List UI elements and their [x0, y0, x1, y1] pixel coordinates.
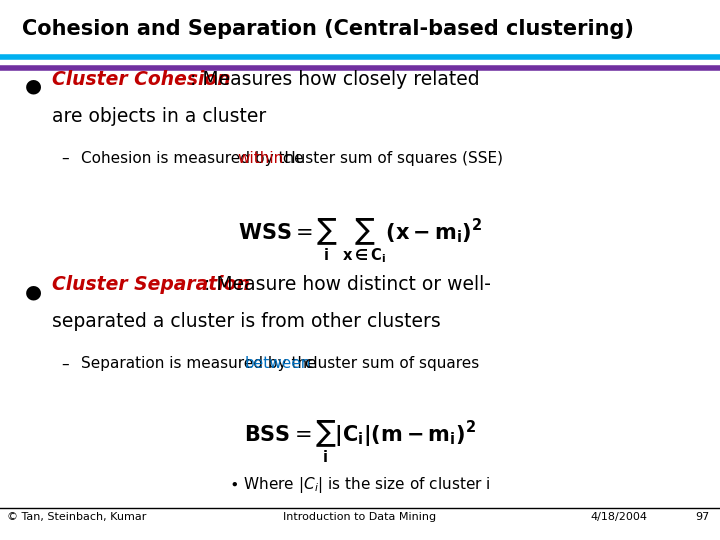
Text: ●: ●	[25, 282, 42, 301]
Text: Cluster Cohesion: Cluster Cohesion	[52, 70, 230, 89]
Text: Separation is measured by the: Separation is measured by the	[81, 356, 321, 372]
Text: : Measures how closely related: : Measures how closely related	[190, 70, 480, 89]
Text: © Tan, Steinbach, Kumar: © Tan, Steinbach, Kumar	[7, 512, 147, 522]
Text: within: within	[238, 151, 284, 166]
Text: ●: ●	[25, 77, 42, 96]
Text: Introduction to Data Mining: Introduction to Data Mining	[284, 512, 436, 522]
Text: Cohesion and Separation (Central-based clustering): Cohesion and Separation (Central-based c…	[22, 19, 634, 39]
Text: –: –	[61, 151, 69, 166]
Text: Cohesion is measured by the: Cohesion is measured by the	[81, 151, 308, 166]
Text: 4/18/2004: 4/18/2004	[590, 512, 647, 522]
Text: : Measure how distinct or well-: : Measure how distinct or well-	[204, 275, 490, 294]
Text: between: between	[245, 356, 311, 372]
Text: cluster sum of squares (SSE): cluster sum of squares (SSE)	[278, 151, 503, 166]
Text: separated a cluster is from other clusters: separated a cluster is from other cluste…	[52, 312, 441, 331]
Text: Cluster Separation: Cluster Separation	[52, 275, 250, 294]
Text: 97: 97	[695, 512, 709, 522]
Text: –: –	[61, 356, 69, 372]
Text: are objects in a cluster: are objects in a cluster	[52, 107, 266, 126]
Text: $\bullet\ \mathrm{Where}\ |C_i|\ \mathrm{is\ the\ size\ of\ cluster\ i}$: $\bullet\ \mathrm{Where}\ |C_i|\ \mathrm…	[229, 475, 491, 495]
Text: cluster sum of squares: cluster sum of squares	[300, 356, 480, 372]
Text: $\mathbf{WSS} = \mathbf{\sum_{i}\ \sum_{x \in C_i}(x - m_i)^2}$: $\mathbf{WSS} = \mathbf{\sum_{i}\ \sum_{…	[238, 216, 482, 265]
Text: $\mathbf{BSS} = \mathbf{\sum_{i}|C_i|(m - m_i)^2}$: $\mathbf{BSS} = \mathbf{\sum_{i}|C_i|(m …	[244, 418, 476, 464]
